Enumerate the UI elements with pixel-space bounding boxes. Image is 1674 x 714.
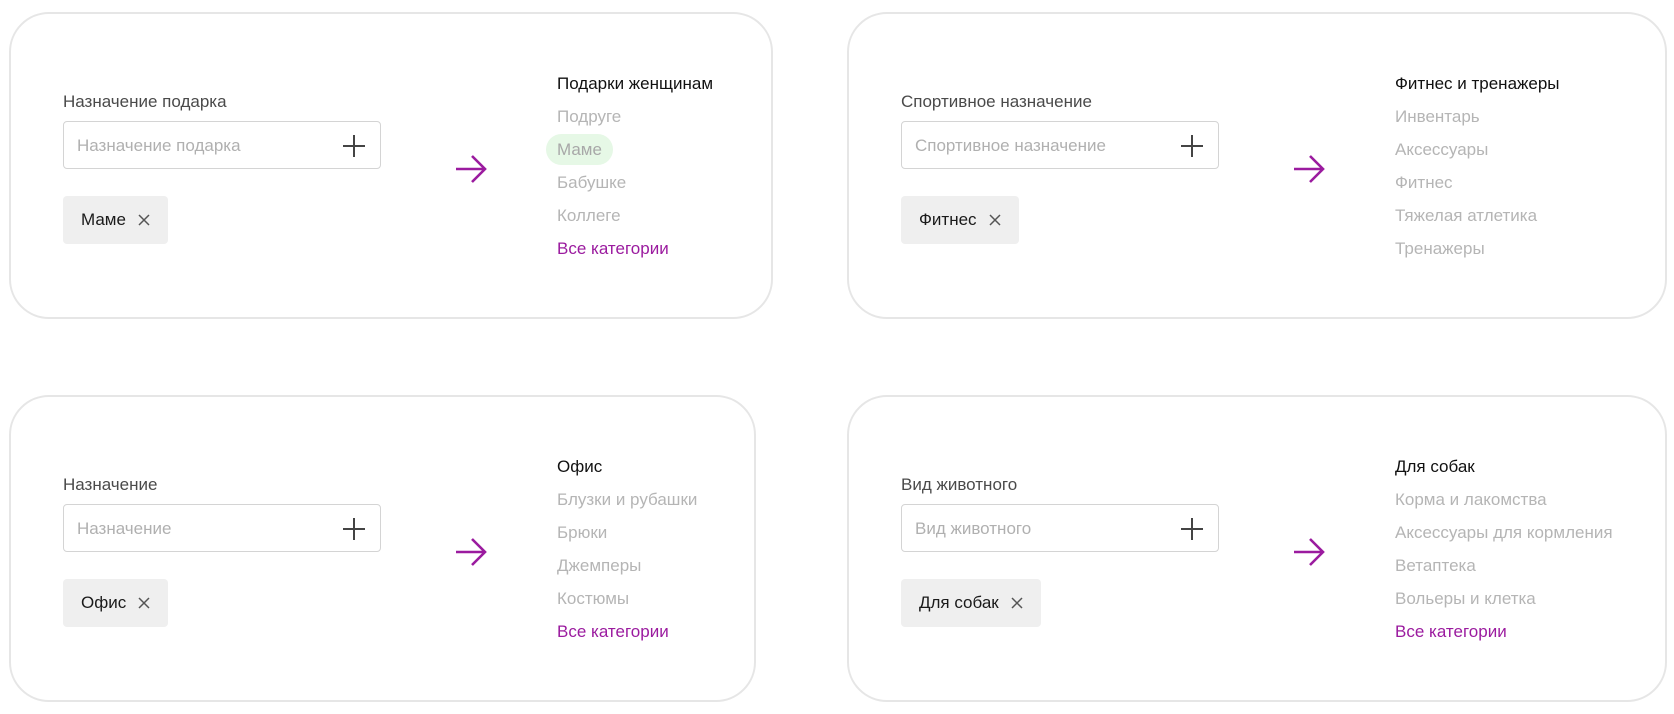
input-placeholder: Спортивное назначение [915, 136, 1106, 155]
category-item[interactable]: Костюмы [557, 589, 630, 608]
field-label: Назначение [63, 475, 158, 494]
chip-label: Офис [81, 593, 127, 612]
category-item[interactable]: Маме [546, 134, 713, 171]
category-item[interactable]: Аксессуары для кормления [1395, 523, 1613, 542]
attribute-input[interactable]: Назначение подарка [63, 121, 381, 169]
category-item[interactable]: Инвентарь [1395, 107, 1480, 126]
close-icon[interactable] [989, 214, 1001, 226]
arrow-right-icon [456, 538, 487, 566]
close-icon[interactable] [1011, 597, 1023, 609]
category-item[interactable]: Тяжелая атлетика [1395, 206, 1538, 225]
selected-chip: Для собак [901, 579, 1041, 627]
category-item[interactable]: Джемперы [557, 556, 642, 575]
arrow-right-icon [1294, 538, 1325, 566]
input-placeholder: Назначение подарка [77, 136, 241, 155]
category-title: Для собак [1395, 457, 1475, 476]
input-placeholder: Назначение [77, 519, 172, 538]
category-title: Подарки женщинам [557, 74, 714, 93]
field-label: Назначение подарка [63, 92, 227, 111]
field-label: Спортивное назначение [901, 92, 1092, 111]
category-list: Для собак Корма и лакомства Аксессуары дл… [1395, 455, 1613, 653]
plus-icon[interactable] [342, 134, 366, 158]
category-item[interactable]: Аксессуары [1395, 140, 1489, 159]
selected-chip: Офис [63, 579, 169, 627]
all-categories-link[interactable]: Все категории [557, 239, 669, 258]
category-item[interactable]: Бабушке [557, 173, 627, 192]
field-label: Вид животного [901, 475, 1018, 494]
plus-icon[interactable] [1180, 517, 1204, 541]
arrow-right-icon [1294, 155, 1325, 183]
category-list: Подарки женщинам Подруге Маме Бабушке Колле… [546, 72, 714, 270]
category-item[interactable]: Корма и лакомства [1395, 490, 1547, 509]
arrow-right-icon [456, 155, 487, 183]
close-icon[interactable] [138, 214, 150, 226]
category-item[interactable]: Ветаптека [1395, 556, 1476, 575]
category-mapping-card: Назначение подарка Назначение подарка Ма… [9, 12, 773, 319]
category-mapping-card: Вид животного Вид животного Для собак Дл… [847, 395, 1667, 702]
category-mapping-card: Спортивное назначение Спортивное назначе… [847, 12, 1667, 319]
category-item[interactable]: Блузки и рубашки [557, 490, 698, 509]
plus-icon[interactable] [342, 517, 366, 541]
all-categories-link[interactable]: Все категории [557, 622, 669, 641]
category-item[interactable]: Тренажеры [1395, 239, 1485, 258]
attribute-input[interactable]: Вид животного [901, 504, 1219, 552]
attribute-input[interactable]: Спортивное назначение [901, 121, 1219, 169]
category-item[interactable]: Фитнес [1395, 173, 1453, 192]
category-list: Офис Блузки и рубашки Брюки Джемперы Костюм… [557, 455, 697, 653]
chip-label: Маме [81, 210, 126, 229]
category-item[interactable]: Подруге [557, 107, 622, 126]
category-item[interactable]: Брюки [557, 523, 608, 542]
category-mapping-card: Назначение Назначение Офис Офис Блузки и… [9, 395, 756, 702]
attribute-input[interactable]: Назначение [63, 504, 381, 552]
category-item[interactable]: Вольеры и клетка [1395, 589, 1536, 608]
selected-chip: Фитнес [901, 196, 1019, 244]
input-placeholder: Вид животного [915, 519, 1032, 538]
chip-label: Фитнес [919, 210, 977, 229]
category-title: Фитнес и тренажеры [1395, 74, 1560, 93]
category-title: Офис [557, 457, 603, 476]
plus-icon[interactable] [1180, 134, 1204, 158]
all-categories-link[interactable]: Все категории [1395, 622, 1507, 641]
selected-chip: Маме [63, 196, 168, 244]
chip-label: Для собак [919, 593, 999, 612]
close-icon[interactable] [138, 597, 150, 609]
category-list: Фитнес и тренажеры Инвентарь Аксессуары Фи… [1395, 72, 1560, 270]
category-item[interactable]: Коллеге [557, 206, 621, 225]
